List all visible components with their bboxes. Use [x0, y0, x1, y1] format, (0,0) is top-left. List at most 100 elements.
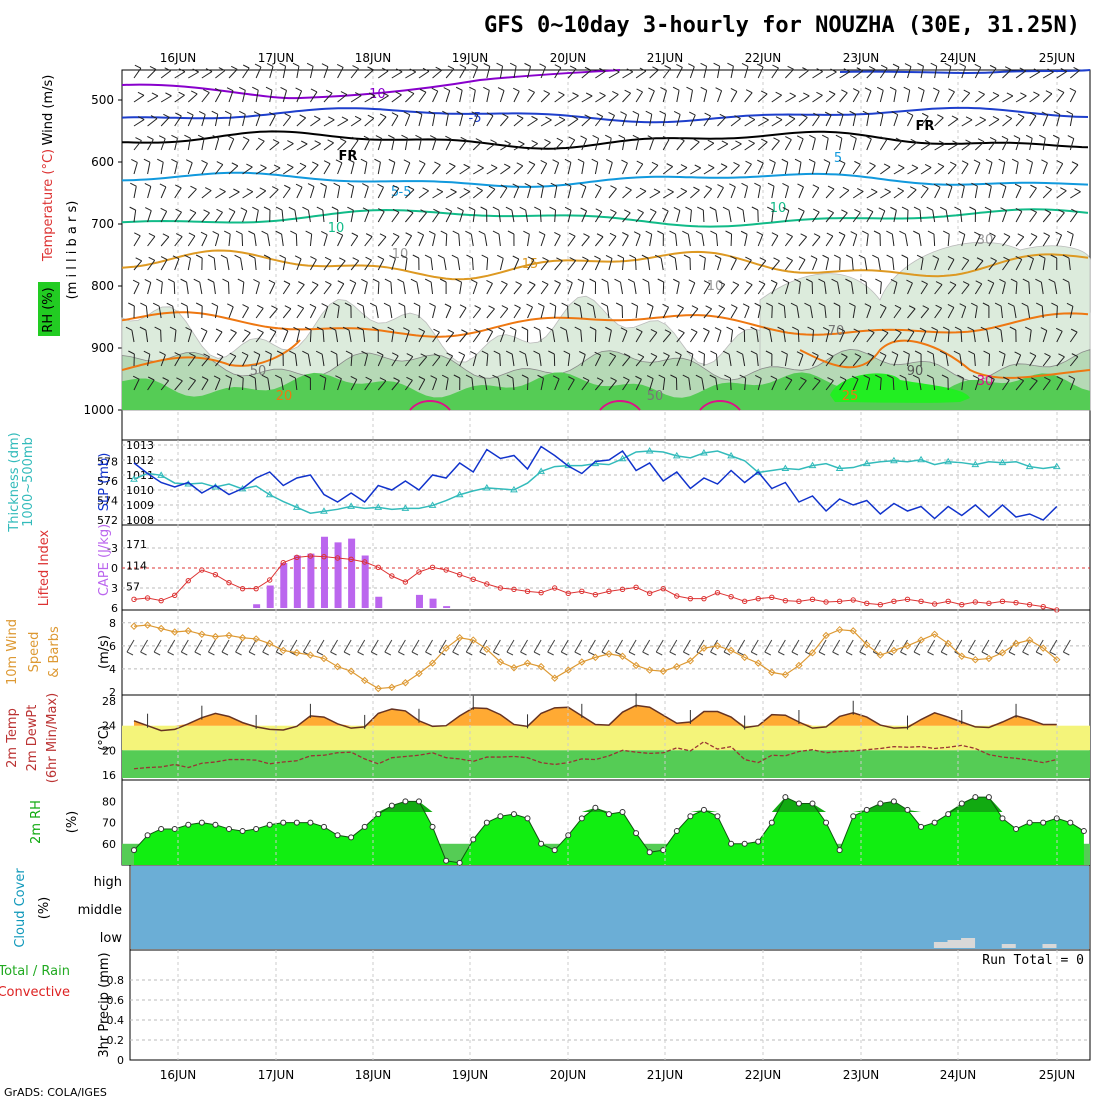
wind-barb-flag	[556, 257, 563, 262]
wind-speed-marker	[618, 652, 627, 660]
wind-barb-flag	[246, 188, 254, 193]
wind-barb-flag	[926, 374, 934, 379]
wind-barb-staff	[430, 258, 434, 271]
wind-barb-flag	[148, 233, 156, 237]
wind-barb-staff	[947, 284, 957, 295]
wind-barb-flag	[215, 328, 223, 333]
wind-barb-flag	[965, 139, 972, 144]
wind-barb-flag	[787, 65, 794, 70]
wind-speed-marker	[998, 649, 1007, 657]
wind-barb-staff	[511, 210, 515, 223]
wind-barb-flag	[160, 207, 167, 212]
wind-barb-flag	[962, 256, 970, 261]
wind-barb-flag	[372, 326, 379, 331]
wind-barb-staff	[581, 117, 591, 127]
cloud-cover-fill	[131, 866, 1089, 949]
rh-marker	[890, 798, 897, 805]
wind-barb-flag	[573, 302, 581, 307]
wind-barb-staff	[717, 258, 722, 271]
wind-barb-flag	[989, 232, 996, 237]
wind-barb-flag	[767, 182, 775, 187]
surface-wind-barb	[126, 639, 135, 653]
wind-barb-flag	[132, 375, 140, 380]
wind-barb-staff	[214, 378, 221, 391]
wind-barb-flag	[875, 374, 882, 379]
wind-barb-staff	[730, 91, 738, 103]
wind-barb-flag	[937, 162, 945, 167]
wind-barb-staff	[825, 71, 837, 79]
wind-barb-flag	[569, 65, 577, 70]
wind-barb-staff	[649, 234, 653, 247]
wind-barb-flag	[403, 327, 410, 332]
wind-barb-staff	[891, 234, 895, 247]
wind-barb-flag	[842, 186, 850, 191]
wind-barb-flag	[302, 350, 309, 355]
wind-barb-staff	[635, 331, 643, 343]
wind-barb-flag	[239, 86, 246, 91]
wind-barb-flag	[646, 375, 654, 379]
wind-barb-flag	[958, 230, 966, 235]
wind-barb-staff	[594, 187, 602, 199]
wind-barb-staff	[269, 115, 276, 127]
wind-speed-marker	[1039, 644, 1047, 652]
wind-barb-staff	[242, 139, 250, 151]
wind-barb-staff	[1069, 164, 1079, 175]
cape-bar	[293, 555, 301, 608]
wind-barb-flag	[658, 374, 665, 379]
lifted-index-marker	[416, 569, 422, 575]
wind-barb-flag	[660, 86, 667, 91]
wind-barb-staff	[880, 191, 891, 199]
wind-barb-flag	[152, 302, 160, 307]
wind-speed-marker	[130, 622, 138, 630]
wind-barb-staff	[307, 210, 311, 223]
rh-shade-90	[830, 373, 970, 403]
wind-barb-flag	[316, 326, 324, 331]
lifted-index-marker	[986, 600, 992, 607]
wind-speed-marker	[849, 627, 857, 635]
wind-barb-staff	[525, 210, 529, 223]
wind-barb-flag	[241, 351, 249, 356]
wind-barb-flag	[201, 376, 209, 381]
wind-barb-staff	[133, 140, 142, 151]
wind-barb-flag	[192, 68, 199, 73]
wind-barb-staff	[1042, 71, 1054, 79]
wind-barb-flag	[886, 254, 893, 259]
rh-marker	[361, 823, 368, 830]
wind-barb-staff	[309, 259, 317, 271]
wind-barb-flag	[1066, 110, 1073, 115]
wind-barb-flag	[884, 188, 891, 193]
wind-barb-flag	[926, 206, 933, 211]
wind-barb-flag	[521, 374, 529, 379]
wind-barb-staff	[282, 66, 287, 79]
wind-barb-flag	[875, 278, 882, 283]
wind-barb-staff	[797, 329, 800, 343]
wind-barb-staff	[947, 66, 952, 79]
wind-barb-flag	[321, 231, 328, 235]
wind-barb-staff	[228, 234, 231, 247]
wind-barb-staff	[1042, 212, 1052, 223]
temp-contour-5	[121, 171, 1089, 188]
wind-barb-flag	[461, 329, 468, 334]
surface-wind-barb-flag	[900, 651, 907, 656]
wind-barb-flag	[335, 159, 343, 164]
wind-barb-staff	[350, 235, 359, 247]
wind-label-speed: Speed	[27, 632, 42, 673]
wind-barb-staff	[499, 283, 508, 295]
wind-barb-flag	[609, 232, 617, 237]
wind-barb-flag	[622, 232, 629, 236]
surface-wind-barb	[330, 639, 338, 653]
wind-barb-flag	[299, 114, 306, 119]
wind-barb-staff	[717, 166, 728, 175]
wind-barb-flag	[135, 137, 142, 142]
wind-barb-flag	[773, 137, 780, 142]
wind-barb-flag	[275, 374, 282, 379]
wind-barb-flag	[379, 113, 387, 118]
wind-barb-flag	[333, 182, 340, 187]
wind-barb-staff	[540, 163, 548, 175]
rh-legend-swatch	[38, 282, 60, 336]
wind-barb-flag	[387, 326, 394, 331]
wind-barb-staff	[418, 114, 423, 127]
surface-wind-barb-flag	[289, 651, 297, 656]
rh-label-2m: 2m RH	[29, 800, 44, 844]
thickness-marker	[944, 457, 953, 465]
